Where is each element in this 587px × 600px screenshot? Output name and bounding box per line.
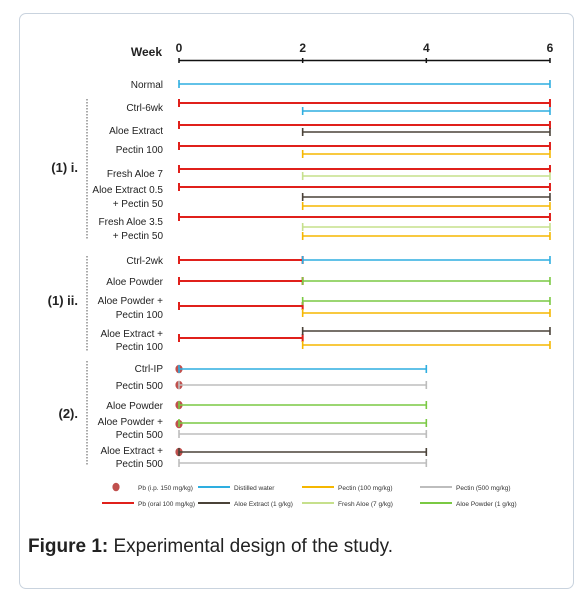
row-label: Aloe Extract 0.5 [92,185,163,196]
caption-text: Experimental design of the study. [108,536,394,557]
group-label: (1) i. [51,160,78,175]
row-label: Ctrl-IP [135,364,164,375]
row-label: Aloe Powder + [98,296,163,307]
legend-label: Pb (oral 100 mg/kg) [138,501,195,508]
row-label: + Pectin 50 [113,199,164,210]
row-label: Pectin 500 [116,381,164,392]
row-label: Aloe Extract + [100,329,163,340]
caption-label: Figure 1: [28,536,109,557]
week-tick-label: 6 [547,41,554,55]
row-label: Pectin 100 [116,342,164,353]
row-label: Pectin 500 [116,430,164,441]
legend-label: Pectin (100 mg/kg) [338,485,393,492]
legend-label: Distilled water [234,485,275,492]
row-label: Aloe Powder + [98,417,163,428]
row-label: Fresh Aloe 3.5 [99,217,164,228]
week-tick-label: 2 [299,41,306,55]
row-label: Pectin 100 [116,145,164,156]
legend-label: Aloe Powder (1 g/kg) [456,501,517,508]
row-label: Pectin 100 [116,310,164,321]
row-label: Aloe Powder [106,277,163,288]
week-tick-label: 4 [423,41,430,55]
row-label: Aloe Extract + [100,446,163,457]
row-label: Aloe Powder [106,401,163,412]
row-label: Ctrl-2wk [126,256,164,267]
figure-caption: Figure 1: Experimental design of the stu… [28,536,393,558]
row-label: Pectin 500 [116,459,164,470]
legend-dot-marker [112,482,120,492]
legend-label: Pb (i.p. 150 mg/kg) [138,485,193,492]
legend-label: Pectin (500 mg/kg) [456,485,511,492]
row-label: Ctrl-6wk [126,103,164,114]
row-label: + Pectin 50 [113,231,164,242]
group-label: (1) ii. [48,293,78,308]
group-label: (2). [59,406,79,421]
week-tick-label: 0 [176,41,183,55]
week-label: Week [131,45,162,59]
legend-label: Aloe Extract (1 g/kg) [234,501,293,508]
row-label: Normal [131,80,163,91]
row-label: Aloe Extract [109,126,163,137]
legend-label: Fresh Aloe (7 g/kg) [338,501,393,508]
row-label: Fresh Aloe 7 [107,169,164,180]
